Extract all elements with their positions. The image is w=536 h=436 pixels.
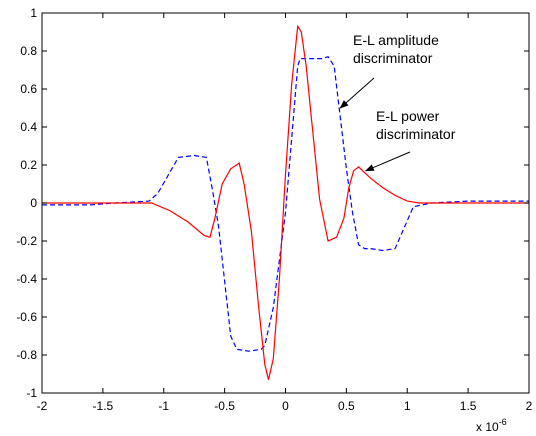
x-tick-label: -1.5 [93,399,114,413]
x-tick-label: 0 [282,399,289,413]
x-tick-label: 1 [404,399,411,413]
y-tick-label: 1 [30,6,37,20]
y-tick-label: -0.8 [16,348,37,362]
tick-layer: -2 -1.5 -1 -0.5 0 0.5 1 1.5 2 1 0.8 0.6 0.4 0.2 0 -0.2 -… [16,6,532,413]
y-tick-label: -1 [26,386,37,400]
x-tick-label: -2 [37,399,48,413]
y-tick-label: 0.2 [20,158,37,172]
annotation-label-2: E-L power discriminator [376,108,456,142]
x-tick-label: 1.5 [460,399,477,413]
x-tick-label: 0.5 [338,399,355,413]
annotation-label-1: E-L amplitude discriminator [353,32,439,66]
x-exponent-label: x 10-6 [476,417,507,434]
y-tick-label: 0.8 [20,44,37,58]
y-tick-label: -0.6 [16,310,37,324]
series-line-2 [42,24,529,380]
x-tick-label: -0.5 [214,399,235,413]
y-tick-label: -0.4 [16,272,37,286]
y-tick-label: 0.4 [20,120,37,134]
y-tick-label: 0.6 [20,82,37,96]
x-tick-label: -1 [158,399,169,413]
annotation-arrow-1 [339,77,375,109]
series-layer [42,24,529,380]
x-tick-label: 2 [526,399,533,413]
x-exponent-power: -6 [499,417,507,427]
y-tick-label: 0 [30,196,37,210]
y-tick-label: -0.2 [16,234,37,248]
annotation-arrow-2 [364,151,411,172]
series-line-1 [42,55,529,352]
annotation-layer: E-L amplitude discriminator E-L power discr… [339,32,456,172]
x-exponent-base: x 10 [476,420,499,434]
